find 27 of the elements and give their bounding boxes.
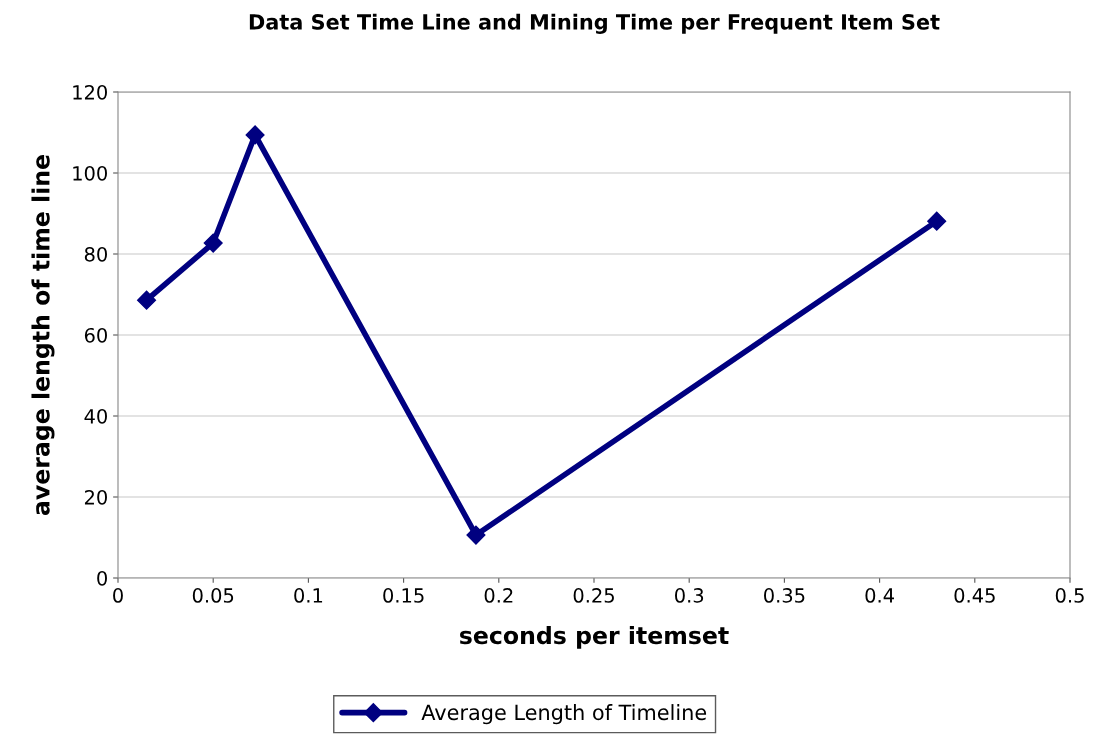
point [927,211,947,231]
x-tick-label: 0.05 [192,588,234,603]
x-tick-label: 0.25 [573,588,614,603]
point [466,525,486,545]
x-tick-label: 0.45 [954,588,995,603]
point [203,233,223,253]
y-tick-label: 100 [73,165,107,181]
y-tick-label: 0 [97,570,107,586]
x-tick-label: 0.1 [294,588,323,603]
point [245,125,265,145]
x-tick-label: 0.35 [764,588,805,603]
x-tick-label: 0.4 [865,588,894,603]
y-tick-label: 60 [84,327,107,343]
x-axis-title: seconds per itemset [460,625,729,649]
point [137,290,157,310]
x-tick-label: 0.2 [484,588,513,603]
y-tick-label: 40 [84,408,107,424]
legend-label: Average Length of Timeline [421,704,707,725]
y-tick-label: 20 [84,489,107,505]
chart-title: Data Set Time Line and Mining Time per Frequent Item Set [249,13,940,34]
x-tick-label: 0.15 [383,588,424,603]
x-tick-label: 0.3 [675,588,704,603]
y-tick-label: 120 [73,84,107,100]
x-tick-label: 0 [113,588,123,603]
x-tick-label: 0.5 [1055,588,1084,603]
y-axis-title: average length of time line [31,155,55,516]
y-tick-label: 80 [84,246,107,262]
